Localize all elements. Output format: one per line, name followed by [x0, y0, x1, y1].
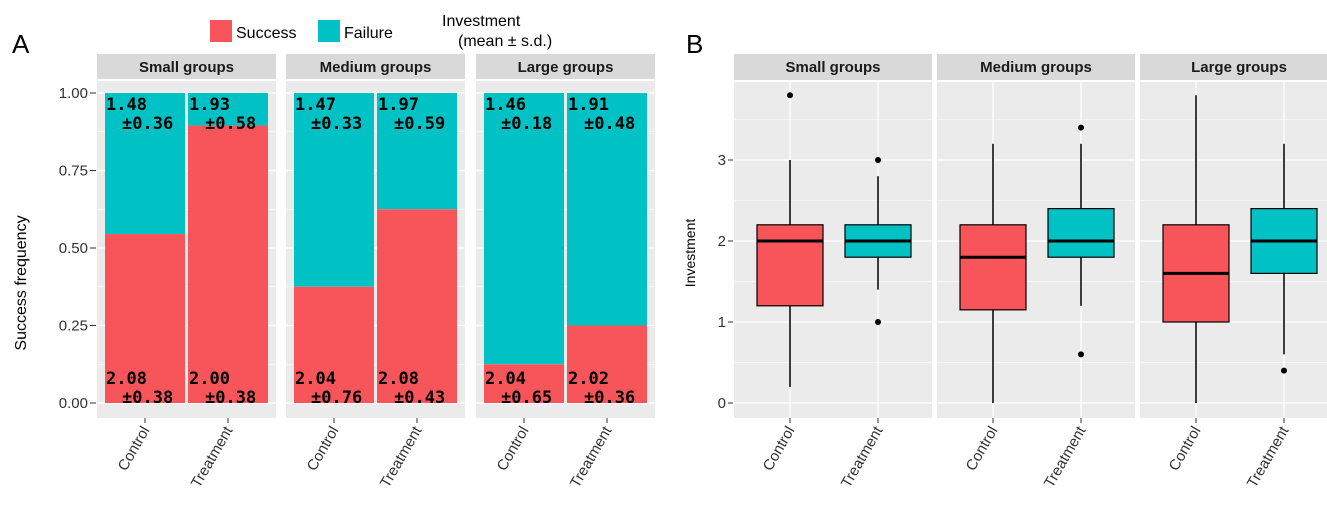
b-outlier [1078, 125, 1084, 131]
legend-note-line2: (mean ± s.d.) [458, 33, 552, 50]
b-outlier [787, 92, 793, 98]
a-xtick-label: Treatment [188, 423, 237, 491]
a-success-sd: ±0.76 [311, 388, 362, 408]
panel-a-legend: Success Failure Investment (mean ± s.d.) [210, 13, 552, 50]
a-ytick-label: 0.50 [59, 240, 88, 257]
b-facet-label: Small groups [785, 59, 880, 76]
b-xtick-label: Control [760, 424, 799, 474]
a-facet-label: Small groups [139, 59, 234, 76]
a-success-sd: ±0.38 [205, 388, 256, 408]
a-ytick-label: 0.00 [59, 395, 88, 412]
panel-b-chart: 0 1 2 3 Small groups Control Treatment Medium g… [718, 54, 1327, 491]
b-box [1048, 209, 1114, 258]
b-outlier [875, 319, 881, 325]
b-facet-label: Large groups [1191, 59, 1287, 76]
a-ytick-label: 1.00 [59, 85, 88, 102]
b-outlier [1281, 368, 1287, 374]
a-failure-sd: ±0.58 [205, 114, 256, 134]
a-xtick-label: Control [304, 424, 343, 474]
a-failure-mean: 1.93 [189, 95, 230, 115]
a-failure-mean: 1.91 [568, 95, 609, 115]
b-ytick-label: 1 [718, 314, 726, 331]
a-ytick-label: 0.25 [59, 318, 88, 335]
a-failure-sd: ±0.18 [501, 114, 552, 134]
a-xtick-label: Treatment [377, 423, 426, 491]
b-outlier [1078, 351, 1084, 357]
a-xtick-label: Treatment [567, 423, 616, 491]
b-ytick-label: 3 [718, 152, 726, 169]
a-failure-mean: 1.97 [378, 95, 419, 115]
a-success-mean: 2.08 [106, 369, 147, 389]
a-failure-sd: ±0.48 [584, 114, 635, 134]
b-ytick-label: 2 [718, 233, 726, 250]
panel-b-letter: B [686, 29, 703, 59]
a-ytick-label: 0.75 [59, 163, 88, 180]
b-outlier [875, 157, 881, 163]
b-xtick-label: Treatment [1244, 423, 1293, 491]
a-facet-label: Medium groups [320, 59, 432, 76]
a-success-sd: ±0.36 [584, 388, 635, 408]
a-success-sd: ±0.43 [394, 388, 445, 408]
a-xtick-label: Control [494, 424, 533, 474]
b-xtick-label: Control [1166, 424, 1205, 474]
a-failure-sd: ±0.59 [394, 114, 445, 134]
a-xtick-label: Control [115, 424, 154, 474]
b-xtick-label: Control [963, 424, 1002, 474]
panel-a-ylabel: Success frequency [13, 215, 30, 350]
a-success-mean: 2.04 [485, 369, 526, 389]
a-success-mean: 2.00 [189, 369, 230, 389]
b-box [757, 225, 823, 306]
a-failure-mean: 1.46 [485, 95, 526, 115]
a-success-mean: 2.04 [295, 369, 336, 389]
legend-note-line1: Investment [442, 13, 521, 30]
b-box [960, 225, 1026, 310]
a-success-mean: 2.08 [378, 369, 419, 389]
legend-success-key [210, 20, 232, 42]
legend-success-label: Success [236, 25, 296, 42]
b-xtick-label: Treatment [1041, 423, 1090, 491]
panel-a-letter: A [12, 29, 30, 59]
b-ytick-label: 0 [718, 395, 726, 412]
b-xtick-label: Treatment [838, 423, 887, 491]
b-facet-label: Medium groups [980, 59, 1092, 76]
a-success-sd: ±0.65 [501, 388, 552, 408]
legend-failure-key [318, 20, 340, 42]
a-success-sd: ±0.38 [122, 388, 173, 408]
a-failure-sd: ±0.33 [311, 114, 362, 134]
a-failure-mean: 1.48 [106, 95, 147, 115]
a-facet-label: Large groups [518, 59, 614, 76]
a-failure-sd: ±0.36 [122, 114, 173, 134]
a-bar-success [188, 126, 268, 403]
panel-b-ylabel: Investment [682, 219, 698, 288]
a-failure-mean: 1.47 [295, 95, 336, 115]
legend-failure-label: Failure [344, 25, 393, 42]
a-success-mean: 2.02 [568, 369, 609, 389]
